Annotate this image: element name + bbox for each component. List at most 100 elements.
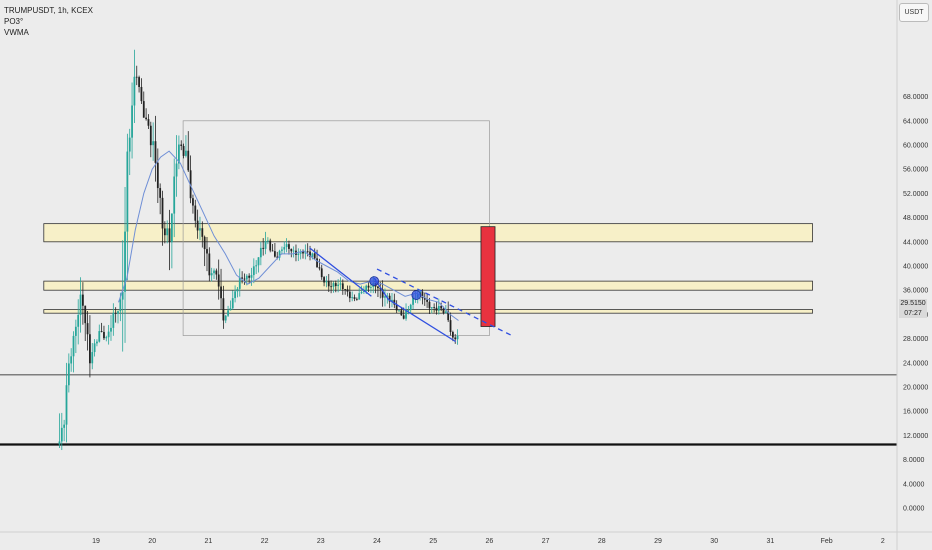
- candle-body: [154, 141, 157, 163]
- candle-body: [213, 270, 215, 274]
- candle-body: [248, 275, 251, 278]
- candle-body: [79, 294, 82, 315]
- candle-body: [302, 251, 304, 254]
- y-tick-label: 60.0000: [903, 143, 928, 150]
- candle-body: [264, 240, 267, 249]
- y-tick-label: 16.0000: [903, 409, 928, 416]
- candle-body: [320, 268, 323, 278]
- candle-body: [147, 119, 150, 126]
- candle-body: [313, 253, 316, 259]
- candle-body: [126, 151, 129, 232]
- candle-body: [168, 228, 171, 243]
- candle-body: [297, 253, 300, 255]
- candle-body: [110, 327, 112, 332]
- candle-body: [393, 299, 396, 305]
- x-tick-label: 31: [767, 538, 775, 545]
- indicator-po3-label[interactable]: PO3°: [4, 17, 24, 26]
- candle-body: [281, 249, 283, 251]
- candle-body: [325, 281, 328, 283]
- candle-body: [238, 277, 241, 289]
- candle-body: [231, 298, 234, 309]
- candle-body: [222, 298, 225, 321]
- candle-body: [131, 105, 133, 138]
- candle-body: [362, 291, 365, 292]
- y-axis[interactable]: 0.0000 4.0000 8.0000 12.0000 16.0000 20.0000 2…: [903, 94, 928, 512]
- currency-badge[interactable]: USDT: [899, 3, 929, 22]
- candle-body: [348, 291, 351, 299]
- candle-body: [182, 145, 185, 156]
- candle-body: [112, 312, 115, 328]
- target-bar[interactable]: [480, 226, 496, 327]
- candle-body: [208, 253, 211, 276]
- candle-body: [117, 311, 119, 314]
- trend-line-4[interactable]: [376, 268, 513, 337]
- candle-body: [199, 228, 201, 231]
- candle-body: [224, 315, 227, 321]
- y-tick-label: 68.0000: [903, 94, 928, 101]
- candle-body: [316, 258, 318, 268]
- candle-body: [140, 86, 143, 102]
- candle-body: [89, 334, 91, 364]
- plot-area[interactable]: [0, 0, 897, 532]
- x-tick-label: 30: [710, 538, 718, 545]
- candle-body: [170, 213, 173, 243]
- candle-body: [400, 310, 403, 316]
- candle-body: [133, 76, 136, 106]
- trend-line-3[interactable]: [387, 298, 457, 343]
- candle-body: [262, 247, 265, 249]
- zone-rect-1[interactable]: [43, 223, 813, 243]
- x-axis[interactable]: 19 20 21 22 23 24 25 26 27 28 29 30 31 Feb 2: [92, 538, 885, 545]
- y-tick-label: 64.0000: [903, 118, 928, 125]
- candle-body: [175, 163, 178, 177]
- candle-body: [103, 331, 105, 339]
- candle-body: [412, 297, 414, 305]
- y-tick-label: 40.0000: [903, 264, 928, 271]
- trend-line-1[interactable]: [309, 247, 372, 297]
- candle-body: [250, 275, 253, 278]
- candle-body: [138, 77, 140, 87]
- candle-body: [220, 286, 222, 299]
- candle-body: [299, 251, 302, 254]
- candle-body: [377, 286, 379, 289]
- candle-body: [163, 228, 166, 236]
- indicator-vwma-label[interactable]: VWMA: [4, 28, 29, 37]
- x-tick-label: 22: [261, 538, 269, 545]
- y-tick-label: 20.0000: [903, 385, 928, 392]
- candle-body: [65, 385, 68, 425]
- candle-body: [355, 298, 358, 300]
- candle-body: [269, 240, 272, 251]
- zone-rect-3[interactable]: [43, 309, 813, 314]
- candle-body: [388, 295, 391, 302]
- candle-body: [236, 288, 239, 292]
- candle-body: [365, 285, 368, 292]
- candle-body: [135, 76, 138, 78]
- candle-body: [290, 248, 293, 252]
- candle-body: [217, 274, 220, 287]
- zone-rect-2[interactable]: [43, 280, 813, 291]
- candle-body: [93, 343, 96, 353]
- candle-body: [192, 198, 194, 206]
- pivot-marker-1: [369, 276, 380, 287]
- candle-body: [428, 301, 431, 309]
- symbol-label[interactable]: TRUMPUSDT, 1h, KCEX: [4, 6, 93, 15]
- candle-body: [442, 308, 445, 314]
- candle-body: [430, 307, 433, 309]
- y-tick-label: 28.0000: [903, 336, 928, 343]
- candle-body: [149, 125, 152, 146]
- candle-body: [402, 315, 405, 319]
- candle-body: [67, 363, 70, 386]
- candle-body: [128, 137, 131, 152]
- x-tick-label: 27: [542, 538, 550, 545]
- vwma-line: [118, 150, 459, 321]
- candle-body: [395, 304, 398, 311]
- candle-body: [166, 228, 169, 236]
- candle-body: [159, 188, 162, 198]
- candle-body: [339, 283, 342, 285]
- candle-body: [323, 277, 325, 283]
- candle-body: [215, 270, 218, 275]
- candle-body: [124, 231, 126, 292]
- y-tick-label: 52.0000: [903, 191, 928, 198]
- candle-body: [311, 253, 314, 257]
- candle-body: [206, 249, 208, 254]
